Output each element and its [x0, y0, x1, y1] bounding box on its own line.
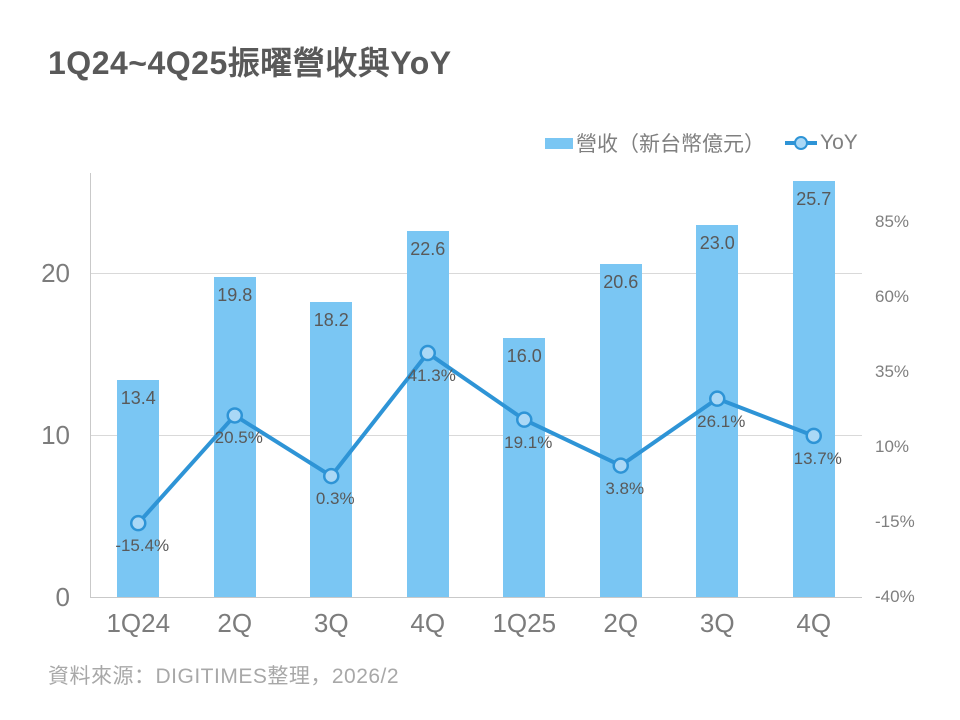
yoy-line: [136, 351, 816, 526]
yoy-marker: [226, 407, 243, 424]
x-axis-category-label: 2Q: [217, 608, 253, 638]
yoy-marker: [709, 390, 726, 407]
revenue-bar-value-label: 13.4: [120, 388, 156, 409]
yoy-marker: [516, 411, 533, 428]
left-axis-tick-label: 10: [41, 420, 70, 451]
right-axis-tick-label: -40%: [875, 587, 915, 606]
right-axis-tick-label: 85%: [875, 211, 910, 231]
revenue-swatch-icon: [545, 137, 573, 149]
yoy-marker: [130, 514, 147, 532]
yoy-value-label: 13.7%: [793, 448, 842, 468]
revenue-bar: [792, 181, 835, 597]
revenue-bar-value-label: 23.0: [699, 232, 735, 253]
legend-item-yoy: YoY: [785, 131, 858, 155]
revenue-bar: [117, 380, 160, 597]
x-axis-category-label: 3Q: [313, 608, 349, 638]
revenue-bar: [696, 224, 739, 597]
revenue-bar-value-label: 18.2: [313, 310, 349, 331]
right-axis-tick-label: 10%: [875, 436, 910, 456]
y-axis-line: [90, 173, 91, 597]
revenue-bar: [503, 338, 546, 597]
revenue-bar-value-label: 19.8: [217, 284, 253, 305]
yoy-value-label: 0.3%: [315, 489, 355, 509]
gridline: [90, 272, 862, 274]
yoy-marker: [323, 467, 340, 485]
revenue-bar: [310, 302, 353, 597]
yoy-line-marker-icon: [785, 136, 817, 150]
right-axis-tick-label: 35%: [875, 361, 910, 381]
revenue-bar-value-label: 16.0: [506, 346, 542, 367]
source-note: 資料來源：DIGITIMES整理，2026/2: [48, 665, 400, 688]
chart-title: 1Q24~4Q25振曜營收與YoY: [48, 45, 452, 81]
revenue-bar-value-label: 20.6: [603, 271, 639, 292]
left-axis-tick-label: 20: [41, 258, 70, 289]
revenue-bar: [406, 231, 449, 597]
legend-item-revenue: 營收（新台幣億元）: [545, 128, 765, 158]
legend-revenue-label: 營收（新台幣億元）: [576, 133, 765, 156]
x-axis-category-label: 2Q: [603, 608, 639, 638]
yoy-value-label: 19.1%: [504, 432, 553, 452]
revenue-bar: [599, 263, 642, 597]
yoy-marker: [805, 427, 822, 445]
x-axis-category-label: 4Q: [796, 608, 832, 638]
yoy-value-label: 41.3%: [407, 366, 456, 386]
x-axis-category-label: 3Q: [699, 608, 735, 638]
yoy-marker: [612, 457, 629, 474]
yoy-dot-icon: [794, 136, 808, 150]
gridline: [90, 434, 862, 436]
revenue-bar-value-label: 22.6: [410, 239, 446, 260]
yoy-marker: [419, 344, 436, 362]
x-axis-category-label: 4Q: [410, 608, 446, 638]
yoy-value-label: 20.5%: [214, 428, 263, 448]
right-axis-tick-label: -15%: [875, 511, 915, 531]
revenue-bar-value-label: 25.7: [796, 189, 832, 210]
yoy-value-label: -15.4%: [115, 536, 170, 556]
x-axis-line: [90, 597, 862, 598]
right-axis-tick-label: 60%: [875, 286, 910, 306]
left-axis-tick-label: 0: [55, 582, 70, 612]
legend-yoy-label: YoY: [820, 131, 858, 154]
x-axis-category-label: 1Q24: [106, 608, 171, 638]
revenue-bar: [213, 276, 256, 597]
x-axis-category-label: 1Q25: [492, 608, 557, 638]
yoy-value-label: 3.8%: [605, 478, 645, 498]
legend: 營收（新台幣億元） YoY: [545, 130, 858, 156]
yoy-value-label: 26.1%: [697, 411, 746, 431]
